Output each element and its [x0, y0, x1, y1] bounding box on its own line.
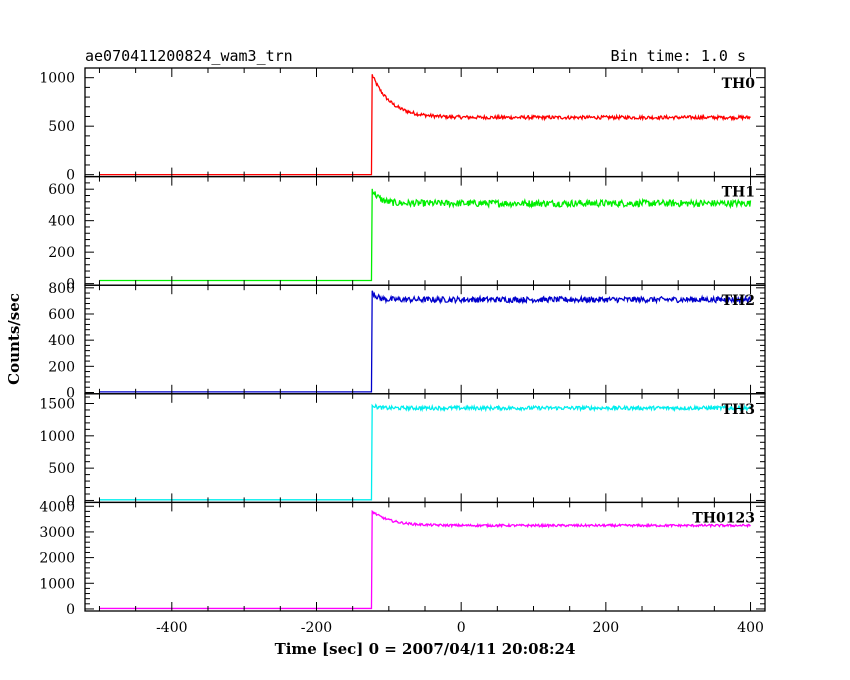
panels-group: 0 500 1000 TH0 0 200 400 600 TH1 0 200 400 600 800 TH2… — [39, 67, 766, 636]
series-line-th3 — [99, 403, 751, 501]
panel-frame — [84, 393, 766, 504]
panel-th2: 0 200 400 600 800 TH2 — [48, 281, 766, 401]
panel-frame — [84, 67, 766, 178]
y-axis-label: Counts/sec — [5, 293, 23, 385]
series-line-th0123 — [99, 510, 751, 610]
y-tick-label: 400 — [48, 333, 75, 349]
x-tick-label: 0 — [457, 620, 466, 636]
y-tick-label: 4000 — [39, 499, 75, 515]
bin-time-label: Bin time: 1.0 s — [611, 47, 746, 65]
x-tick-label: -200 — [301, 620, 332, 636]
y-tick-label: 200 — [48, 359, 75, 375]
y-tick-label: 0 — [66, 168, 75, 184]
panel-frame — [84, 175, 766, 286]
y-tick-label: 500 — [48, 461, 75, 477]
panel-th1: 0 200 400 600 TH1 — [48, 175, 766, 293]
y-tick-label: 1000 — [39, 71, 75, 87]
y-tick-label: 0 — [66, 602, 75, 618]
series-line-th1 — [99, 188, 752, 282]
panel-label: TH0123 — [692, 510, 755, 526]
panel-th3: 0 500 1000 1500 TH3 — [39, 393, 766, 509]
y-tick-label: 1500 — [39, 396, 75, 412]
x-tick-label: 400 — [737, 620, 764, 636]
y-tick-label: 0 — [66, 385, 75, 401]
y-tick-label: 600 — [48, 182, 75, 198]
y-tick-label: 1000 — [39, 429, 75, 445]
y-tick-label: 0 — [66, 277, 75, 293]
x-axis-label: Time [sec] 0 = 2007/04/11 20:08:24 — [275, 640, 576, 658]
y-tick-label: 800 — [48, 281, 75, 297]
chart-title: ae070411200824_wam3_trn — [85, 47, 293, 65]
x-tick-label: 200 — [592, 620, 619, 636]
panel-label: TH2 — [722, 293, 755, 309]
y-tick-label: 2000 — [39, 551, 75, 567]
panel-label: TH3 — [722, 402, 755, 418]
y-tick-label: 600 — [48, 307, 75, 323]
panel-th0123: 0 1000 2000 3000 4000 TH0123 — [39, 499, 766, 618]
y-tick-label: 200 — [48, 245, 75, 261]
y-tick-label: 500 — [48, 119, 75, 135]
panel-frame — [84, 501, 766, 612]
panel-th0: 0 500 1000 TH0 — [39, 67, 766, 184]
series-line-th0 — [99, 74, 751, 176]
panel-label: TH1 — [722, 185, 755, 201]
y-tick-label: 1000 — [39, 576, 75, 592]
y-tick-label: 0 — [66, 493, 75, 509]
x-tick-label: -400 — [156, 620, 187, 636]
panel-label: TH0 — [722, 76, 756, 92]
series-line-th2 — [99, 290, 752, 393]
y-tick-label: 400 — [48, 214, 75, 230]
y-tick-label: 3000 — [39, 525, 75, 541]
